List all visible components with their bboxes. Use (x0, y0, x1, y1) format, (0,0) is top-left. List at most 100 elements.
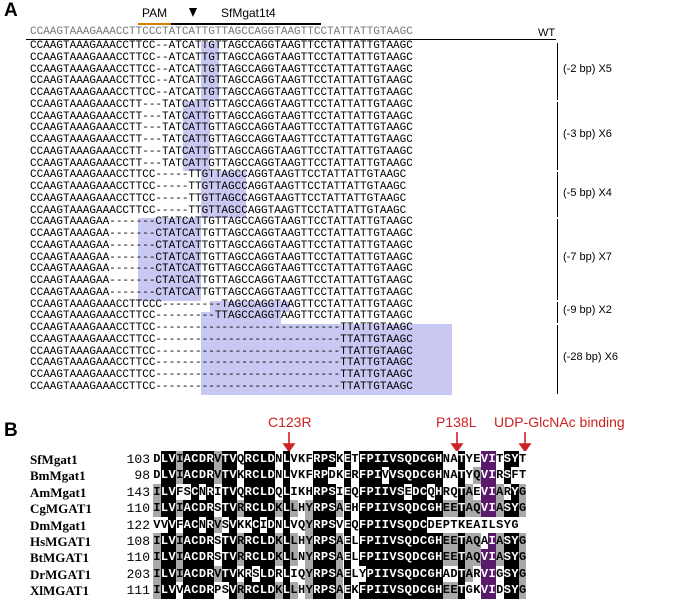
residue: S (213, 500, 222, 517)
residue: N (442, 451, 451, 468)
deletion-shade (137, 230, 201, 242)
residue: I (373, 516, 382, 533)
wt-sequence: CCAAGTAAAGAAACCTTCCCTATCATTGTTAGCCAGGTAA… (30, 26, 413, 38)
residue: D (153, 467, 161, 484)
residue: I (290, 565, 298, 583)
sequence-row: CCAAGTAAAGAAACCTTCC---------------------… (30, 369, 413, 381)
residue: Y (305, 549, 313, 566)
residue: H (434, 565, 443, 583)
residue: Q (404, 533, 413, 550)
residue: L (160, 533, 169, 550)
residue: K (274, 533, 283, 550)
residue: L (160, 565, 169, 583)
deletion-shade (182, 159, 210, 172)
residue: A (183, 516, 192, 533)
residue: A (183, 500, 192, 517)
sequence-row: CCAAGTAAAGAAACCTT---TATCATTGTTAGCCAGGTAA… (30, 157, 413, 170)
annotation-p138l: P138L (436, 414, 477, 430)
residue: T (457, 451, 466, 468)
sequence-start: 103 (126, 452, 150, 467)
residue: I (175, 565, 184, 583)
residue: E (343, 582, 352, 599)
residue: S (328, 582, 336, 599)
sequence-start: 98 (134, 468, 150, 484)
residue: V (229, 467, 237, 484)
residue: C (252, 516, 260, 533)
residue: R (236, 582, 245, 599)
residue: T (221, 549, 230, 566)
residue: P (213, 582, 222, 599)
residue: C (191, 467, 199, 484)
residue: I (373, 565, 382, 583)
residue: E (442, 582, 451, 599)
residue: Q (404, 582, 413, 599)
residue: S (396, 533, 405, 550)
residue: R (244, 467, 253, 484)
residue: I (373, 500, 382, 517)
residue: R (244, 582, 253, 599)
residue: E (343, 516, 352, 533)
residue: Y (305, 533, 313, 550)
residue: V (229, 500, 237, 517)
residue: F (358, 549, 367, 566)
deletion-shade (137, 265, 201, 277)
residue: I (153, 565, 161, 583)
residue: F (305, 451, 313, 468)
residue: Y (358, 565, 367, 583)
residue: Q (351, 516, 359, 533)
residue: V (389, 516, 397, 533)
sequence-start: 110 (126, 501, 150, 517)
residue: R (206, 483, 214, 501)
residue: A (335, 582, 344, 599)
residue: R (206, 516, 214, 533)
residue: D (267, 516, 275, 533)
residue: V (480, 565, 489, 583)
residue: V (160, 516, 169, 533)
residue: I (488, 565, 496, 583)
pam-label: PAM (142, 6, 168, 20)
residue: V (168, 549, 176, 566)
residue: I (290, 483, 298, 501)
residue: D (198, 582, 207, 599)
gene-label: SfMgat1t4 (221, 6, 276, 20)
residue: S (221, 582, 230, 599)
residue: C (419, 483, 428, 501)
cut-site-arrow-icon (189, 8, 197, 17)
residue: G (518, 582, 527, 599)
panel-a-label: A (4, 0, 18, 21)
residue: L (259, 565, 268, 583)
residue: T (457, 467, 466, 484)
deletion-shade (200, 183, 246, 195)
residue: N (297, 549, 306, 566)
residue: Q (297, 516, 306, 533)
residue: Q (427, 483, 435, 501)
deletion-shade (200, 53, 219, 66)
deletion-shade (182, 100, 210, 113)
residue: A (495, 500, 504, 517)
residue: D (412, 467, 420, 484)
sequence-row: CCAAGTAAAGAAACCTTCC-----TTGTTAGCCAGGTAAG… (30, 181, 407, 193)
residue: S (328, 500, 336, 517)
residue: P (366, 467, 374, 484)
residue: A (335, 565, 344, 583)
residue: V (290, 451, 298, 468)
residue: R (244, 533, 253, 550)
residue: H (434, 500, 443, 517)
residue: P (320, 565, 329, 583)
residue: E (450, 582, 458, 599)
residue: R (206, 500, 214, 517)
residue: E (343, 467, 352, 484)
residue: D (427, 516, 435, 533)
residue: V (480, 483, 489, 501)
residue: C (419, 533, 428, 550)
residue: E (434, 516, 443, 533)
residue: E (473, 483, 481, 501)
residue: S (396, 516, 405, 533)
residue: R (244, 500, 253, 517)
residue: S (396, 549, 405, 566)
residue: R (206, 451, 214, 468)
residue: C (252, 483, 260, 501)
residue: T (221, 500, 230, 517)
residue: D (267, 467, 275, 484)
